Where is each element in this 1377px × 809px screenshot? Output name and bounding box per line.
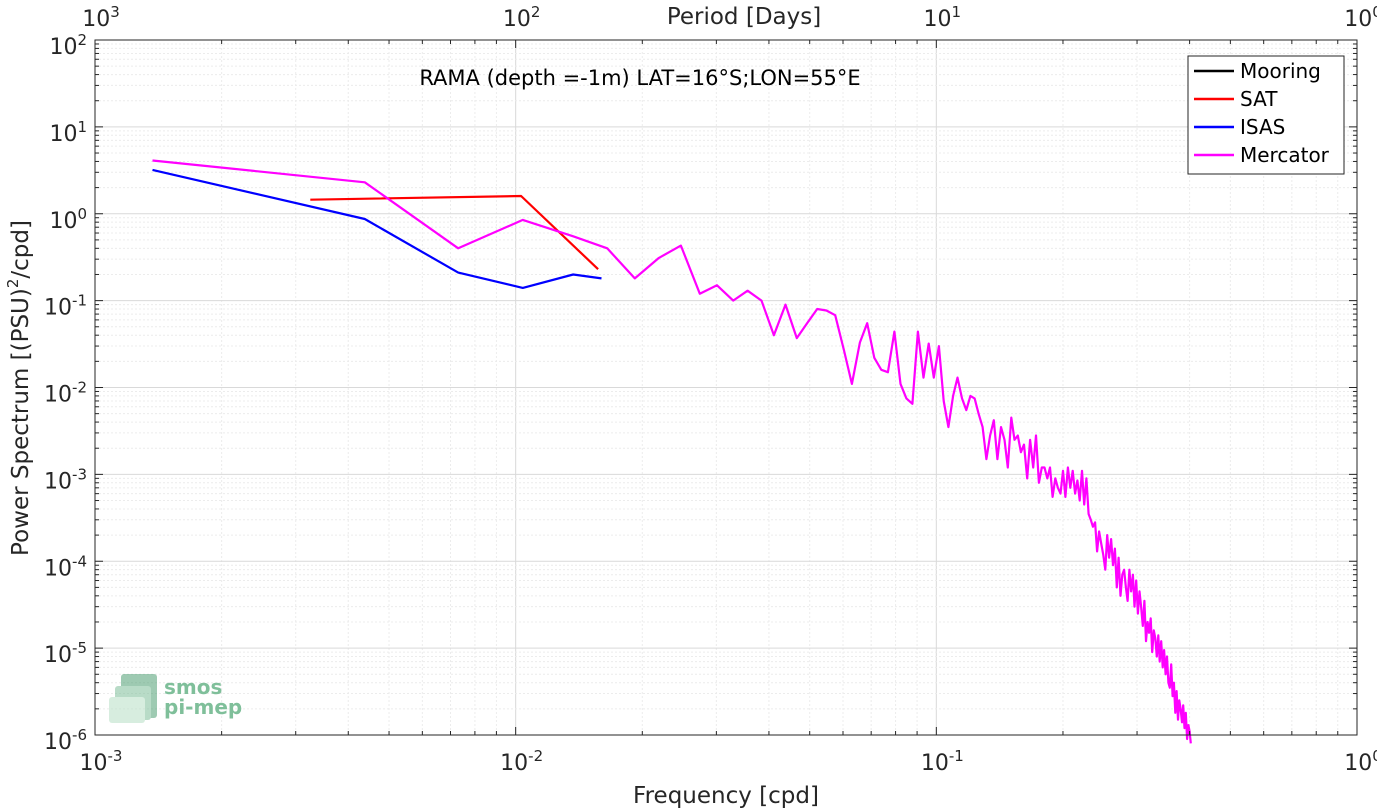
chart-title: RAMA (depth =-1m) LAT=16°S;LON=55°E <box>419 66 860 90</box>
top-tick-label: 101 <box>924 3 962 32</box>
legend-label-mooring: Mooring <box>1240 59 1321 83</box>
y-tick-label-base: 10 <box>49 35 77 60</box>
x-tick-label-exp: -3 <box>108 747 123 765</box>
y-tick-label: 10-2 <box>44 379 87 408</box>
logo-waves-icon <box>109 674 157 723</box>
y-tick-label-base: 10 <box>44 296 72 321</box>
legend-label-sat: SAT <box>1240 87 1278 111</box>
series-line-sat <box>310 194 599 270</box>
watermark-line2: pi-mep <box>164 695 242 719</box>
series-line-isas <box>152 168 602 289</box>
y-tick-label-exp: 2 <box>77 31 87 49</box>
x-tick-label-exp: -2 <box>528 747 543 765</box>
x-tick-label: 10-3 <box>80 747 123 776</box>
y-tick-label-base: 10 <box>44 383 72 408</box>
y-tick-label-exp: -4 <box>72 552 87 570</box>
x-tick-label: 100 <box>1344 747 1377 776</box>
top-tick-label-exp: 1 <box>952 3 962 21</box>
y-tick-label-base: 10 <box>49 122 77 147</box>
grid <box>94 40 1357 736</box>
y-tick-label: 10-5 <box>44 639 87 668</box>
y-tick-label: 10-1 <box>44 292 87 321</box>
top-tick-label: 103 <box>82 3 120 32</box>
x-tick-label: 10-1 <box>921 747 964 776</box>
x-tick-label: 10-2 <box>500 747 543 776</box>
y-tick-label-base: 10 <box>44 643 72 668</box>
top-tick-label-exp: 3 <box>110 3 120 21</box>
top-tick-label-exp: 2 <box>531 3 541 21</box>
smos-pi-mep-logo: smos pi-mep <box>109 674 242 723</box>
y-tick-label-base: 10 <box>49 209 77 234</box>
top-tick-label-base: 10 <box>1344 7 1372 32</box>
watermark-line1: smos <box>164 675 222 699</box>
series-line-mercator <box>152 159 1192 744</box>
y-tick-label-exp: -3 <box>72 465 87 483</box>
y-tick-label-exp: -6 <box>72 726 87 744</box>
x-tick-label-exp: 0 <box>1372 747 1377 765</box>
x-tick-label-base: 10 <box>80 751 108 776</box>
y-tick-label-base: 10 <box>44 556 72 581</box>
x-tick-label-base: 10 <box>1344 751 1372 776</box>
y-tick-label: 100 <box>49 205 87 234</box>
x-tick-label-base: 10 <box>921 751 949 776</box>
legend-label-isas: ISAS <box>1240 115 1285 139</box>
top-axis-label: Period [Days] <box>667 4 821 30</box>
y-tick-label: 10-6 <box>44 726 87 755</box>
y-tick-label-exp: 1 <box>77 118 87 136</box>
y-axis-label-tail: /cpd] <box>8 220 34 279</box>
y-tick-label-base: 10 <box>44 730 72 755</box>
y-tick-label-exp: -2 <box>72 379 87 397</box>
axis-ticks: 10-310-210-110010310210110010210110010-1… <box>44 3 1377 776</box>
y-tick-label: 102 <box>49 31 87 60</box>
y-tick-label-exp: 0 <box>77 205 87 223</box>
y-tick-label-exp: -5 <box>72 639 87 657</box>
plot-area <box>152 159 1192 744</box>
y-axis-label: Power Spectrum [(PSU)2/cpd] <box>4 220 34 556</box>
y-tick-label-base: 10 <box>44 469 72 494</box>
top-tick-label: 102 <box>503 3 541 32</box>
x-tick-label-base: 10 <box>500 751 528 776</box>
y-axis-label-sup: 2 <box>4 279 22 289</box>
top-tick-label-base: 10 <box>503 7 531 32</box>
y-tick-label: 10-4 <box>44 552 87 581</box>
y-axis-label-main: Power Spectrum [(PSU) <box>8 288 34 556</box>
y-tick-label: 101 <box>49 118 87 147</box>
top-tick-label-exp: 0 <box>1372 3 1377 21</box>
y-tick-label: 10-3 <box>44 465 87 494</box>
y-tick-label-exp: -1 <box>72 292 87 310</box>
x-tick-label-exp: -1 <box>949 747 964 765</box>
x-axis-label: Frequency [cpd] <box>633 783 819 809</box>
legend-label-mercator: Mercator <box>1240 143 1330 167</box>
top-tick-label: 100 <box>1344 3 1377 32</box>
legend: Mooring SAT ISAS Mercator <box>1187 55 1345 175</box>
top-tick-label-base: 10 <box>82 7 110 32</box>
top-tick-label-base: 10 <box>924 7 952 32</box>
